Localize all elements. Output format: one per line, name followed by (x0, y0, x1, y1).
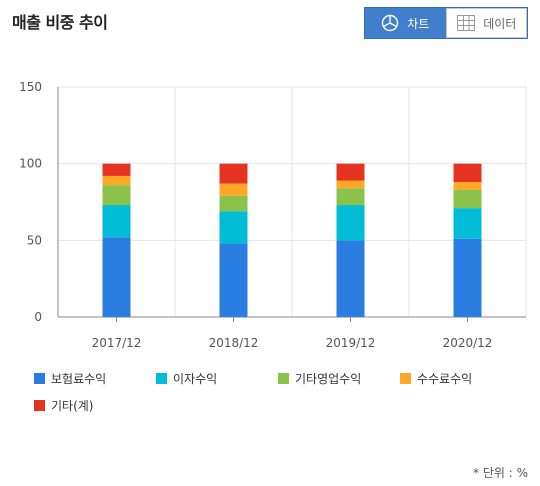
view-toggle: 차트 데이터 (364, 7, 528, 39)
legend-label: 보험료수익 (51, 372, 107, 386)
bar-segment (102, 237, 131, 317)
legend-swatch (278, 373, 289, 384)
bar-segment (453, 208, 482, 239)
bar-segment (219, 243, 248, 317)
bar-segment (336, 240, 365, 317)
y-tick-label: 100 (19, 157, 42, 171)
x-tick-label: 2017/12 (92, 336, 142, 350)
bar-segment (102, 185, 131, 206)
chart-view-label: 차트 (407, 16, 430, 31)
bar-segment (102, 163, 131, 176)
legend-item[interactable]: 기타(계) (34, 397, 156, 414)
y-tick-label: 0 (34, 310, 42, 324)
legend-label: 수수료수익 (417, 372, 473, 386)
bar-segment (219, 183, 248, 196)
legend-swatch (34, 373, 45, 384)
legend-label: 기타(계) (51, 399, 94, 413)
y-tick-label: 150 (19, 80, 42, 94)
bar-segment (336, 205, 365, 241)
legend-item[interactable]: 이자수익 (156, 370, 278, 387)
legend-item[interactable]: 수수료수익 (400, 370, 522, 387)
y-tick-label: 50 (27, 233, 42, 247)
data-view-button[interactable]: 데이터 (445, 8, 527, 38)
bar-segment (219, 195, 248, 212)
stacked-bar-chart: 0 50 100 150 2017/12 2018/12 2019/12 2020/12 (19, 80, 527, 350)
bar-segment (453, 163, 482, 183)
bar-segment (453, 182, 482, 190)
legend-item[interactable]: 보험료수익 (34, 370, 156, 387)
legend-swatch (400, 373, 411, 384)
bar-segment (336, 188, 365, 206)
legend-label: 기타영업수익 (295, 372, 362, 386)
bar-segment (336, 163, 365, 181)
legend-swatch (34, 400, 45, 411)
bar-segment (453, 189, 482, 209)
bar-segment (336, 180, 365, 189)
bar-segment (102, 205, 131, 238)
table-icon (457, 15, 476, 31)
x-tick-label: 2020/12 (443, 336, 493, 350)
x-tick-label: 2019/12 (326, 336, 376, 350)
chart-area: 0 50 100 150 2017/12 2018/12 2019/12 2020/12 (0, 70, 540, 360)
legend-label: 이자수익 (173, 372, 218, 386)
data-view-label: 데이터 (483, 16, 517, 31)
legend-swatch (156, 373, 167, 384)
bar-segment (219, 211, 248, 244)
legend-item[interactable]: 기타영업수익 (278, 370, 400, 387)
chart-view-button[interactable]: 차트 (365, 8, 446, 38)
chart-title: 매출 비중 추이 (12, 13, 108, 32)
bar-segment (102, 175, 131, 186)
bar-segment (219, 163, 248, 184)
pie-chart-icon (382, 14, 399, 32)
unit-note: * 단위 : % (473, 466, 528, 480)
x-tick-label: 2018/12 (209, 336, 259, 350)
bar-segment (453, 238, 482, 317)
